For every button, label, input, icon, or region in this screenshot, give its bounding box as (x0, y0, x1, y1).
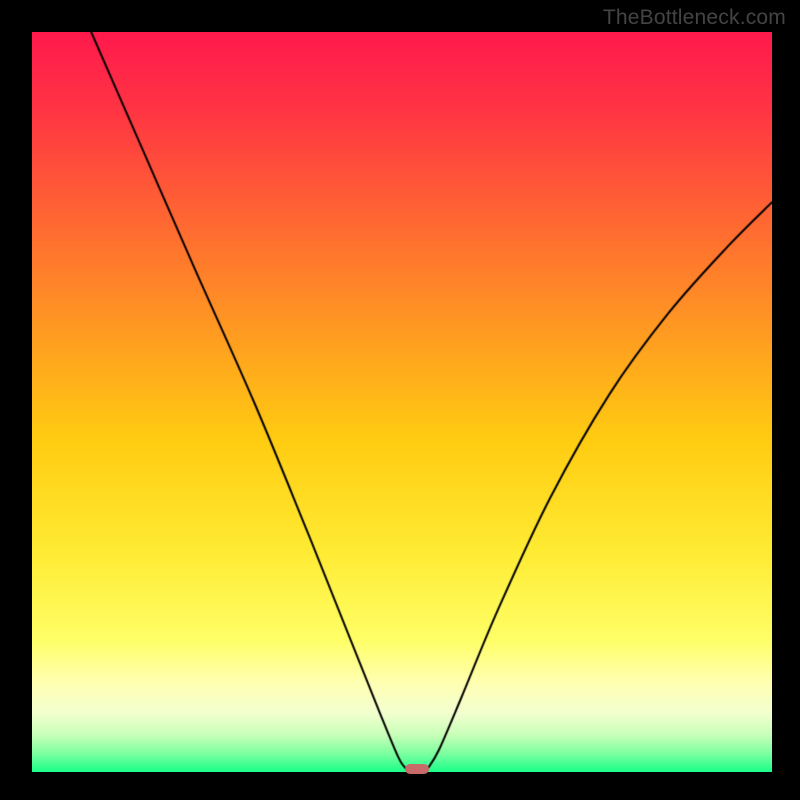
watermark-text: TheBottleneck.com (603, 6, 786, 30)
minimum-marker (405, 764, 429, 774)
plot-area (30, 30, 770, 770)
gradient-background (32, 32, 772, 772)
